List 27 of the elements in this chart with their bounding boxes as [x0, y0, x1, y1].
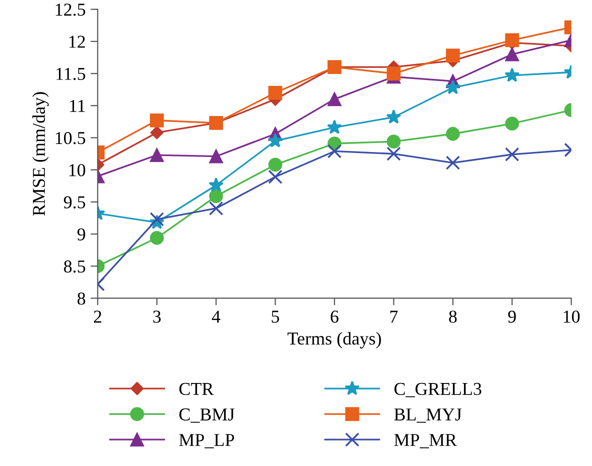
legend-label: MP_LP: [179, 434, 234, 448]
x-tick-label: 2: [94, 310, 102, 323]
legend-label: BL_MYJ: [394, 408, 462, 423]
y-tick-label: 12.5: [56, 4, 86, 16]
y-axis-title: RMSE (mm/day): [32, 92, 49, 216]
x-axis-title: Terms (days): [288, 332, 381, 348]
x-tick-label: 7: [390, 310, 398, 323]
legend-label: C_BMJ: [179, 408, 234, 423]
x-tick-label: 6: [330, 310, 338, 323]
legend-label: C_GRELL3: [394, 382, 482, 398]
legend-label: CTR: [179, 382, 214, 396]
y-tick-label: 8: [78, 292, 86, 305]
y-tick-label: 10: [69, 164, 86, 176]
x-tick-label: 10: [564, 310, 580, 323]
y-tick-label: 8.5: [64, 260, 86, 273]
y-tick-label: 9: [77, 228, 86, 240]
x-tick-label: 5: [272, 310, 280, 323]
y-tick-label: 9.5: [64, 196, 86, 208]
x-tick-label: 4: [212, 310, 220, 323]
x-tick-label: 9: [508, 310, 516, 323]
y-tick-label: 11.5: [56, 68, 86, 80]
x-tick-label: 8: [449, 310, 457, 323]
x-tick-label: 3: [153, 310, 161, 323]
y-tick-label: 11: [70, 100, 85, 112]
y-tick-label: 10.5: [56, 132, 86, 144]
legend-label: MP_MR: [394, 434, 457, 448]
y-tick-label: 12: [69, 36, 85, 48]
